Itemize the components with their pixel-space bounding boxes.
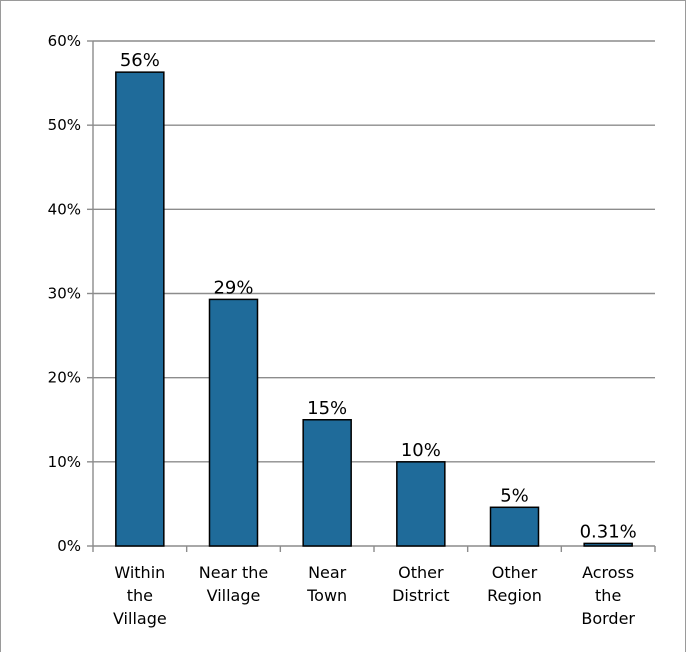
x-category-label: Other: [492, 563, 538, 582]
y-tick-label: 20%: [48, 369, 81, 387]
data-label: 29%: [213, 277, 253, 298]
y-tick-label: 60%: [48, 32, 81, 50]
y-tick-label: 40%: [48, 200, 81, 218]
y-tick-label: 50%: [48, 116, 81, 134]
x-category-label: Across: [582, 563, 634, 582]
x-category-label: the: [595, 586, 621, 605]
y-tick-label: 0%: [57, 537, 81, 555]
x-category-label: the: [127, 586, 153, 605]
data-label: 5%: [500, 485, 529, 506]
bar: [302, 419, 352, 547]
data-label: 0.31%: [580, 521, 637, 542]
x-category-label: Near the: [199, 563, 269, 582]
x-category-label: Village: [113, 609, 167, 628]
bar: [208, 298, 259, 547]
y-tick-label: 30%: [48, 285, 81, 303]
data-label: 10%: [401, 440, 441, 461]
x-category-label: Border: [581, 609, 635, 628]
bar: [489, 506, 540, 547]
x-category-label: Village: [207, 586, 261, 605]
x-category-label: District: [392, 586, 449, 605]
x-category-label: Within: [114, 563, 165, 582]
y-tick-label: 10%: [48, 453, 81, 471]
data-label: 15%: [307, 398, 347, 419]
x-category-label: Other: [398, 563, 444, 582]
bar: [396, 461, 446, 547]
data-label: 56%: [120, 50, 160, 71]
x-category-label: Town: [306, 586, 347, 605]
bar: [115, 71, 165, 547]
x-category-label: Near: [308, 563, 347, 582]
x-category-label: Region: [487, 586, 542, 605]
bar: [583, 542, 633, 547]
